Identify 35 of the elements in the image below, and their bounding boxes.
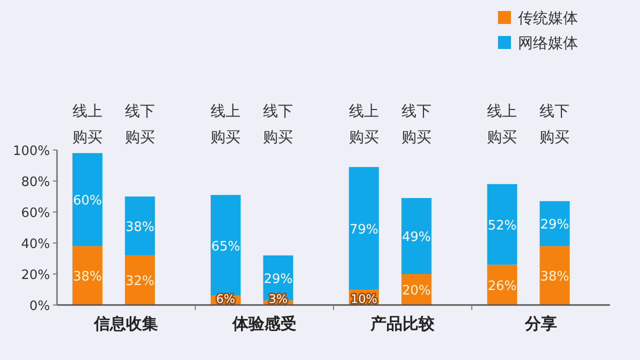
text: 信息收集 (93, 314, 158, 333)
data-label: 79% (349, 222, 378, 238)
data-label: 6% (216, 292, 236, 306)
data-label: 32% (125, 274, 154, 290)
text: 产品比较 (370, 314, 436, 333)
x-tick-label: 线上购买 (348, 102, 379, 146)
data-label: 29% (540, 218, 570, 233)
text: 分享 (524, 314, 557, 333)
text: 体验感受 (231, 314, 296, 333)
data-label: 10% (350, 292, 378, 306)
data-label: 29% (264, 272, 293, 287)
y-tick-label: 100% (12, 144, 50, 159)
y-tick-label: 40% (21, 237, 50, 252)
y-tick-label: 80% (21, 175, 50, 190)
x-tick-label: 线下购买 (540, 102, 570, 146)
y-tick-label: 60% (21, 206, 50, 221)
data-label: 26% (488, 278, 517, 294)
data-label: 60% (72, 194, 102, 209)
x-tick-label: 线下购买 (263, 102, 294, 146)
y-tick-label: 0% (29, 299, 50, 314)
data-label: 49% (402, 230, 431, 246)
data-label: 38% (72, 270, 102, 285)
data-label: 52% (488, 218, 517, 234)
data-label: 38% (540, 270, 570, 285)
x-tick-label: 线上购买 (72, 102, 102, 146)
data-label: 65% (211, 239, 240, 254)
data-label: 20% (402, 284, 431, 298)
legend-label: 网络媒体 (518, 34, 578, 52)
x-tick-label: 线上购买 (487, 102, 518, 146)
y-tick-label: 20% (21, 268, 50, 283)
x-tick-label: 线下购买 (124, 102, 155, 146)
x-tick-label: 线上购买 (210, 102, 241, 146)
data-label: 38% (125, 220, 154, 235)
legend-label: 传统媒体 (518, 9, 578, 27)
x-tick-label: 线下购买 (401, 102, 432, 146)
